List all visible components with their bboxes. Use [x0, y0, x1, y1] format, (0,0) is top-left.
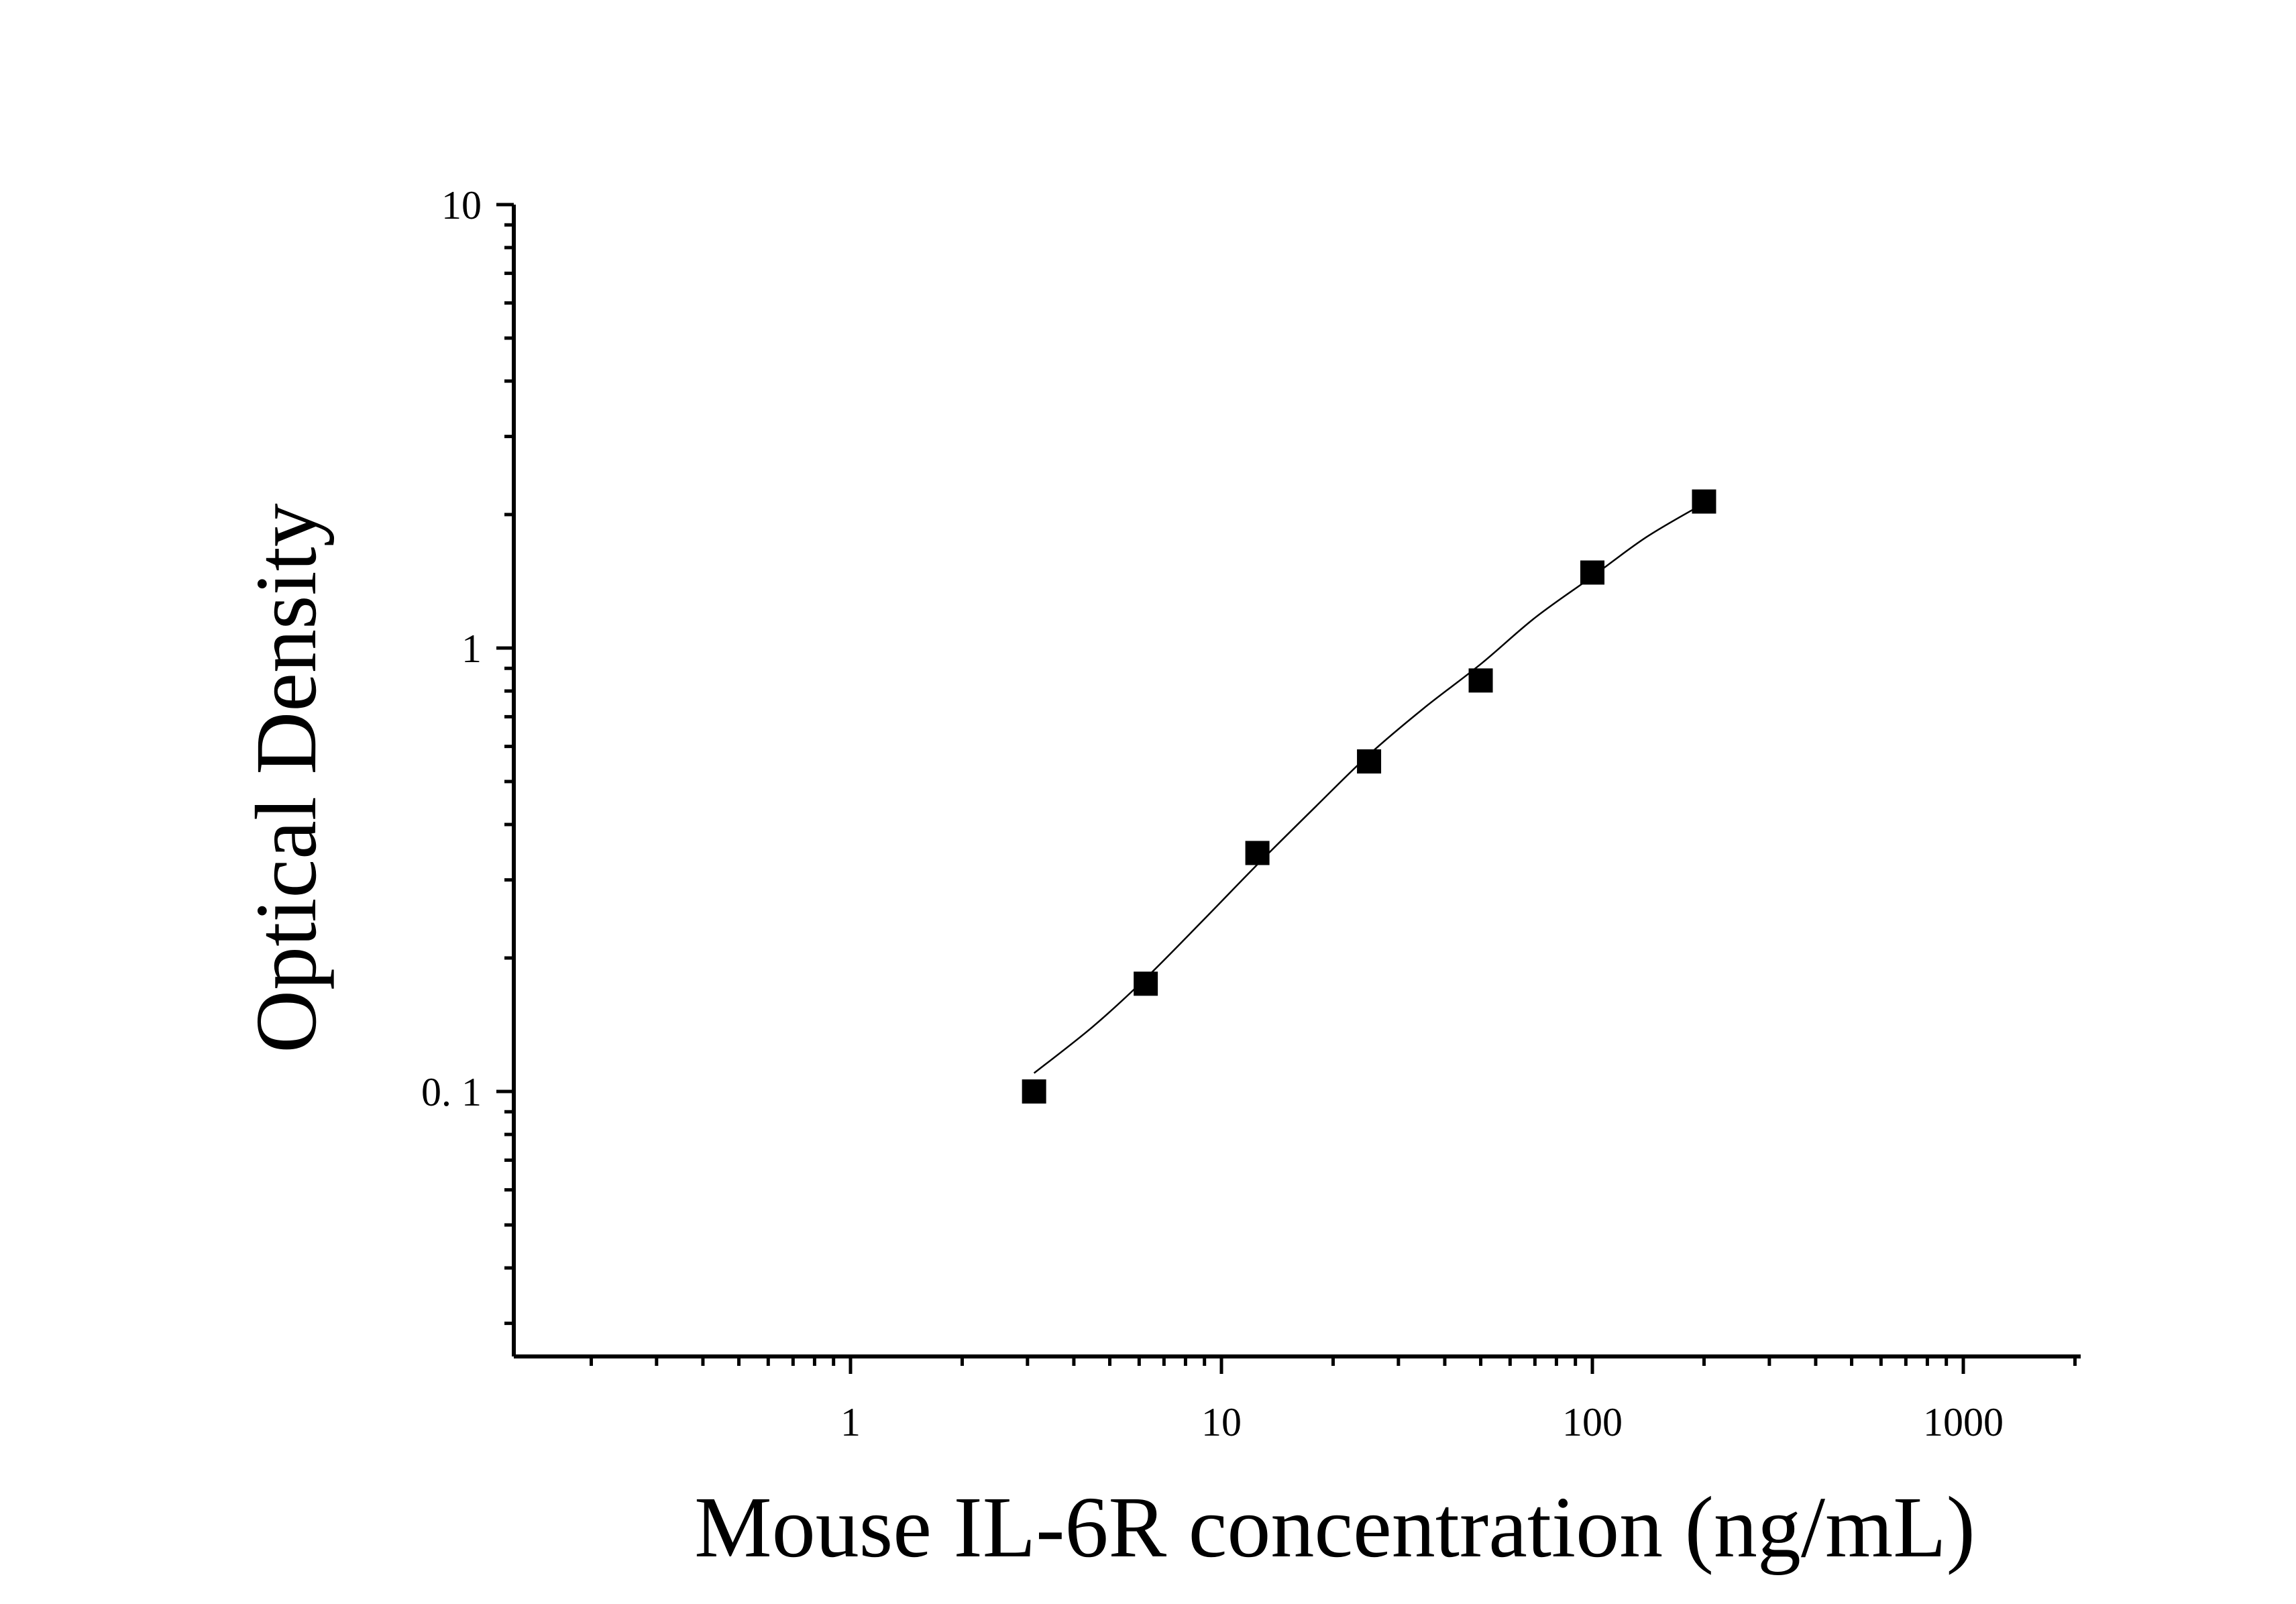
- data-point: [1134, 971, 1158, 996]
- y-axis-label: Optical Density: [238, 503, 335, 1053]
- axis-ticks: [496, 203, 2077, 1374]
- x-axis-label: Mouse IL-6R concentration (ng/mL): [694, 1479, 1975, 1576]
- data-markers: [1022, 489, 1716, 1104]
- y-tick-label: 10: [441, 183, 482, 227]
- data-point: [1022, 1079, 1046, 1104]
- data-point: [1245, 841, 1270, 865]
- data-point: [1692, 489, 1716, 514]
- x-tick-label: 10: [1201, 1400, 1242, 1444]
- tick-labels: 1 10 100 1000 0. 1 1 10: [421, 183, 2004, 1444]
- axes: [512, 205, 2081, 1358]
- data-point: [1580, 560, 1604, 585]
- x-tick-label: 100: [1562, 1400, 1623, 1444]
- x-tick-label: 1: [840, 1400, 861, 1444]
- y-tick-label: 0. 1: [421, 1070, 482, 1114]
- y-tick-label: 1: [461, 627, 482, 671]
- x-tick-label: 1000: [1923, 1400, 2004, 1444]
- data-point: [1468, 668, 1493, 693]
- data-point: [1357, 749, 1382, 774]
